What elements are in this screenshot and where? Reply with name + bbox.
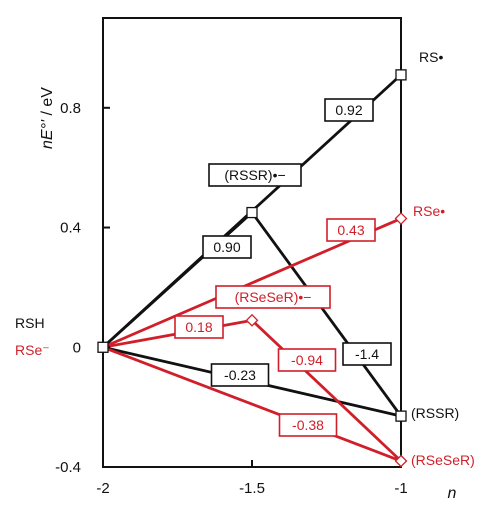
value-label: -0.23 <box>210 363 270 387</box>
value-label-text: 0.43 <box>337 222 364 238</box>
x-tick-label: -2 <box>96 480 109 497</box>
value-label: -1.4 <box>342 342 392 366</box>
series-line <box>250 318 403 463</box>
y-axis-label: nE°' / eV <box>39 87 56 149</box>
value-label-text: 0.90 <box>213 239 240 255</box>
value-label-box <box>174 315 224 339</box>
marker-RSSR_rad <box>246 206 258 219</box>
species-label-RSeSeR_rad-box <box>215 285 331 309</box>
series-line <box>101 211 254 349</box>
marker-RSeSeR <box>394 454 408 468</box>
value-label-text: -1.4 <box>355 346 379 362</box>
marker-RSeSeR_rad <box>245 313 259 327</box>
species-label-RSe_minus: RSe⁻ <box>15 342 50 358</box>
value-label-text: -0.94 <box>291 352 323 368</box>
plot-frame <box>102 17 402 468</box>
value-label: -0.38 <box>278 413 338 437</box>
x-axis-label: n <box>448 485 457 502</box>
species-label-RS_rad: RS• <box>419 49 443 65</box>
species-label-RSeSeR_rad-text: (RSeSeR)•− <box>235 289 312 305</box>
value-label: 0.18 <box>174 315 224 339</box>
y-tick-label: -0.4 <box>55 459 81 476</box>
value-label-box <box>278 413 338 437</box>
y-tick-label: 0.8 <box>60 100 81 117</box>
species-label-RSH: RSH <box>15 315 45 331</box>
value-label-box <box>210 363 270 387</box>
species-label-RSeSeR_rad: (RSeSeR)•− <box>215 285 331 309</box>
x-tick-label: -1.5 <box>239 480 265 497</box>
marker-RS_rad <box>395 69 407 81</box>
species-label-RSSR_rad: (RSSR)•− <box>208 163 302 187</box>
value-label-text: 0.18 <box>185 319 212 335</box>
series-line <box>101 345 403 463</box>
value-label-box <box>277 348 337 372</box>
value-label-box <box>326 218 376 242</box>
species-label-RSSR: (RSSR) <box>411 405 459 421</box>
value-label: 0.43 <box>326 218 376 242</box>
value-label: 0.92 <box>324 98 374 122</box>
species-label-RSSR_rad-box <box>208 163 302 187</box>
value-label-box <box>342 342 392 366</box>
y-tick-label: 0 <box>73 339 81 356</box>
value-label-text: -0.23 <box>224 367 256 383</box>
value-label-text: 0.92 <box>335 102 362 118</box>
value-label-text: -0.38 <box>292 417 324 433</box>
marker-RSSR <box>395 410 407 422</box>
marker-RSH <box>97 341 109 353</box>
x-tick-label: -1 <box>394 480 407 497</box>
marker-RSe_rad <box>394 212 408 225</box>
value-label-box <box>324 98 374 122</box>
value-label: 0.90 <box>202 235 252 259</box>
y-tick-label: 0.4 <box>60 220 81 237</box>
value-label-box <box>202 235 252 259</box>
series-line <box>250 211 403 418</box>
species-label-RSSR_rad-text: (RSSR)•− <box>224 167 285 183</box>
value-label: -0.94 <box>277 348 337 372</box>
species-label-RSe_rad: RSe• <box>413 203 445 219</box>
species-label-RSeSeR: (RSeSeR) <box>411 452 475 468</box>
